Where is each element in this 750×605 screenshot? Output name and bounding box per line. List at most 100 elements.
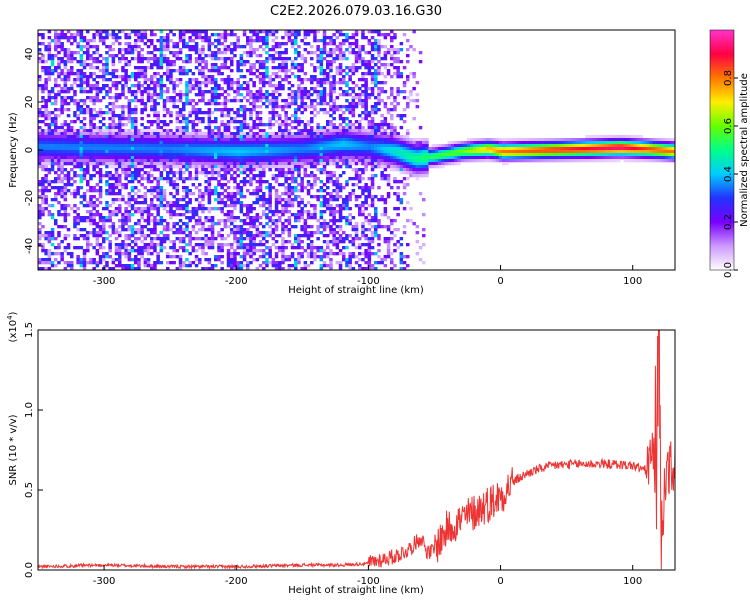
heatmap-cell (150, 99, 154, 103)
heatmap-cell (249, 42, 253, 46)
heatmap-cell (210, 42, 215, 46)
heatmap-cell (140, 174, 144, 178)
heatmap-cell (303, 267, 308, 270)
heatmap-cell (262, 198, 266, 202)
heatmap-cell (82, 63, 87, 67)
heatmap-cell (41, 141, 45, 145)
heatmap-cell (172, 51, 176, 55)
heatmap-cell (194, 30, 199, 34)
heatmap-cell (210, 99, 215, 103)
heatmap-cell (348, 177, 352, 181)
heatmap-cell (210, 75, 215, 79)
heatmap-cell (294, 198, 298, 202)
heatmap-cell (294, 99, 298, 103)
heatmap-cell (92, 216, 96, 220)
heatmap-cell (233, 204, 237, 208)
heatmap-cell (140, 123, 144, 127)
heatmap-cell (265, 216, 269, 220)
heatmap-cell (198, 108, 202, 112)
heatmap-cell (140, 111, 144, 115)
heatmap-cell (57, 174, 61, 178)
heatmap-cell (159, 165, 164, 169)
heatmap-cell (114, 171, 119, 175)
heatmap-cell (166, 135, 170, 139)
heatmap-cell (204, 138, 208, 142)
heatmap-cell (354, 39, 359, 43)
heatmap-cell (146, 207, 151, 211)
heatmap-cell (223, 60, 228, 64)
heatmap-cell (345, 204, 349, 208)
heatmap-cell (124, 219, 128, 223)
heatmap-cell (47, 111, 52, 115)
heatmap-cell (121, 150, 125, 154)
heatmap-cell (102, 174, 106, 178)
heatmap-cell (114, 69, 119, 73)
heatmap-cell (322, 45, 327, 49)
heatmap-cell (178, 162, 183, 166)
heatmap-cell (226, 264, 231, 268)
heatmap-cell (102, 237, 106, 241)
heatmap-cell (249, 96, 253, 100)
heatmap-cell (169, 177, 173, 181)
heatmap-cell (54, 150, 58, 154)
heatmap-cell (345, 126, 349, 130)
heatmap-cell (105, 153, 109, 157)
heatmap-cell (70, 192, 74, 196)
heatmap-cell (226, 261, 231, 265)
heatmap-cell (319, 231, 324, 235)
heatmap-cell (220, 120, 224, 124)
heatmap-cell (204, 228, 208, 232)
heatmap-cell (98, 90, 103, 94)
heatmap-cell (89, 177, 93, 181)
heatmap-cell (137, 141, 141, 145)
heatmap-cell (249, 237, 253, 241)
heatmap-cell (204, 243, 208, 247)
heatmap-cell (95, 129, 100, 133)
heatmap-cell (297, 159, 301, 163)
heatmap-cell (332, 39, 336, 43)
heatmap-cell (143, 57, 148, 61)
heatmap-cell (60, 30, 64, 34)
heatmap-cell (146, 87, 151, 91)
heatmap-cell (172, 195, 176, 199)
heatmap-cell (242, 171, 247, 175)
heatmap-cell (105, 63, 109, 67)
heatmap-cell (44, 87, 48, 91)
heatmap-cell (185, 57, 189, 61)
heatmap-cell (146, 141, 151, 145)
heatmap-cell (114, 192, 119, 196)
heatmap-cell (92, 132, 96, 136)
heatmap-cell (162, 207, 167, 211)
heatmap-cell (57, 147, 61, 151)
heatmap-cell (54, 180, 58, 184)
heatmap-cell (95, 60, 100, 64)
heatmap-cell (316, 153, 320, 157)
heatmap-cell (70, 207, 74, 211)
heatmap-cell (290, 60, 295, 64)
heatmap-cell (121, 168, 125, 172)
heatmap-cell (89, 204, 93, 208)
heatmap-cell (134, 228, 138, 232)
heatmap-cell (297, 240, 301, 244)
heatmap-cell (338, 87, 343, 91)
heatmap-cell (220, 177, 224, 181)
heatmap-cell (153, 219, 157, 223)
heatmap-cell (214, 162, 218, 166)
heatmap-cell (60, 48, 64, 52)
heatmap-cell (271, 66, 276, 70)
heatmap-cell (278, 93, 282, 97)
heatmap-cell (249, 150, 253, 154)
heatmap-cell (175, 165, 180, 169)
heatmap-cell (351, 189, 356, 193)
heatmap-cell (242, 204, 247, 208)
heatmap-cell (236, 69, 240, 73)
heatmap-cell (207, 45, 212, 49)
heatmap-cell (316, 132, 320, 136)
heatmap-cell (66, 147, 71, 151)
heatmap-cell (345, 234, 349, 238)
heatmap-cell (338, 189, 343, 193)
heatmap-cell (66, 87, 71, 91)
heatmap-cell (204, 36, 208, 40)
heatmap-cell (114, 135, 119, 139)
heatmap-cell (188, 165, 192, 169)
